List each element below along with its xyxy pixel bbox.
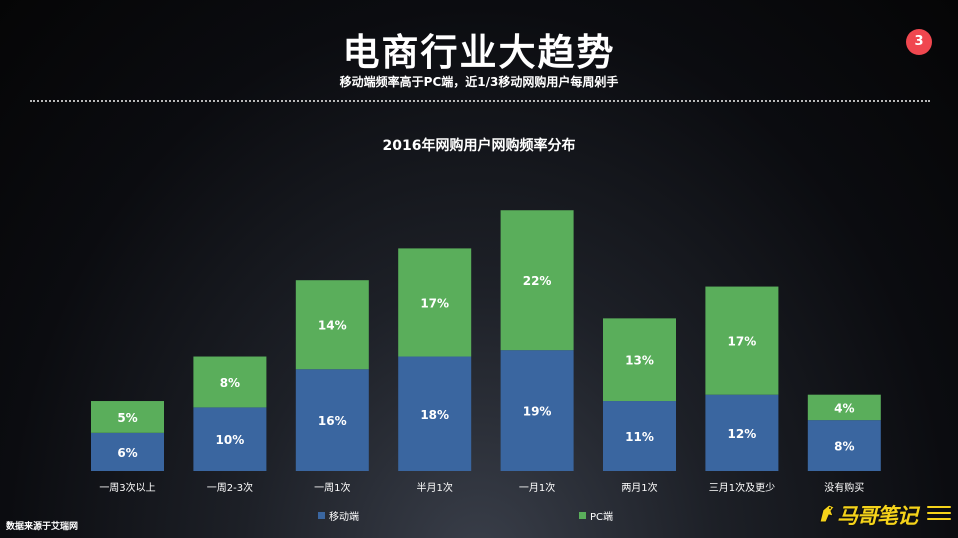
x-tick-label-3: 半月1次 bbox=[417, 481, 453, 494]
page-subtitle: 移动端频率高于PC端，近1/3移动网购用户每周剁手 bbox=[339, 75, 619, 89]
data-label-mobile-0: 6% bbox=[117, 446, 137, 460]
brand-logo: 马哥笔记 bbox=[815, 496, 953, 532]
data-label-pc-5: 13% bbox=[625, 354, 654, 368]
chart-legend: 移动端 PC端 bbox=[0, 508, 958, 524]
bar-mobile-3 bbox=[398, 356, 472, 471]
data-label-pc-7: 4% bbox=[834, 401, 854, 415]
page-title: 电商行业大趋势 bbox=[342, 31, 616, 74]
data-label-mobile-6: 12% bbox=[728, 427, 757, 441]
legend-item-pc: PC端 bbox=[579, 508, 613, 523]
bar-pc-6 bbox=[705, 286, 779, 395]
data-label-mobile-2: 16% bbox=[318, 414, 347, 428]
title-divider bbox=[30, 100, 930, 102]
data-label-pc-2: 14% bbox=[318, 319, 347, 333]
bar-pc-2 bbox=[295, 280, 369, 370]
data-label-pc-0: 5% bbox=[117, 411, 137, 425]
legend-swatch-mobile bbox=[318, 512, 325, 519]
data-label-mobile-4: 19% bbox=[523, 405, 552, 419]
bar-pc-3 bbox=[398, 248, 472, 357]
bar-mobile-0 bbox=[91, 432, 164, 471]
data-source-note: 数据来源于艾瑞网 bbox=[6, 522, 79, 532]
data-label-mobile-1: 10% bbox=[216, 433, 245, 447]
data-label-pc-4: 22% bbox=[523, 274, 552, 288]
logo-decoration bbox=[927, 506, 951, 524]
bar-pc-0 bbox=[91, 401, 164, 433]
bar-pc-7 bbox=[807, 394, 881, 421]
chart-title: 2016年网购用户网购频率分布 bbox=[382, 138, 576, 154]
x-tick-label-6: 三月1次及更少 bbox=[709, 481, 775, 494]
x-tick-label-0: 一周3次以上 bbox=[99, 481, 155, 494]
x-tick-label-7: 没有购买 bbox=[824, 481, 864, 494]
bar-pc-5 bbox=[603, 318, 676, 402]
bar-pc-1 bbox=[193, 356, 267, 408]
page-number-badge: 3 bbox=[906, 29, 932, 55]
data-label-pc-6: 17% bbox=[728, 335, 757, 349]
bar-mobile-5 bbox=[603, 401, 676, 471]
data-label-pc-3: 17% bbox=[420, 296, 449, 310]
data-label-pc-1: 8% bbox=[220, 376, 240, 390]
data-label-mobile-7: 8% bbox=[834, 440, 854, 454]
horse-icon bbox=[819, 504, 835, 523]
bar-pc-4 bbox=[500, 210, 574, 351]
legend-swatch-pc bbox=[579, 512, 586, 519]
bar-mobile-1 bbox=[193, 407, 267, 471]
legend-label-mobile: 移动端 bbox=[329, 512, 359, 523]
bar-mobile-2 bbox=[295, 369, 369, 471]
logo-text: 马哥笔记 bbox=[837, 504, 918, 528]
data-label-mobile-5: 11% bbox=[625, 430, 654, 444]
x-tick-label-2: 一周1次 bbox=[314, 481, 350, 494]
x-tick-label-5: 两月1次 bbox=[621, 481, 657, 494]
legend-item-mobile: 移动端 bbox=[318, 508, 359, 523]
legend-label-pc: PC端 bbox=[590, 512, 614, 523]
bar-mobile-7 bbox=[807, 420, 881, 471]
x-tick-label-4: 一月1次 bbox=[519, 481, 555, 494]
data-label-mobile-3: 18% bbox=[420, 408, 449, 422]
bar-mobile-4 bbox=[500, 350, 574, 471]
bar-mobile-6 bbox=[705, 394, 779, 471]
x-tick-label-1: 一周2-3次 bbox=[207, 481, 253, 494]
